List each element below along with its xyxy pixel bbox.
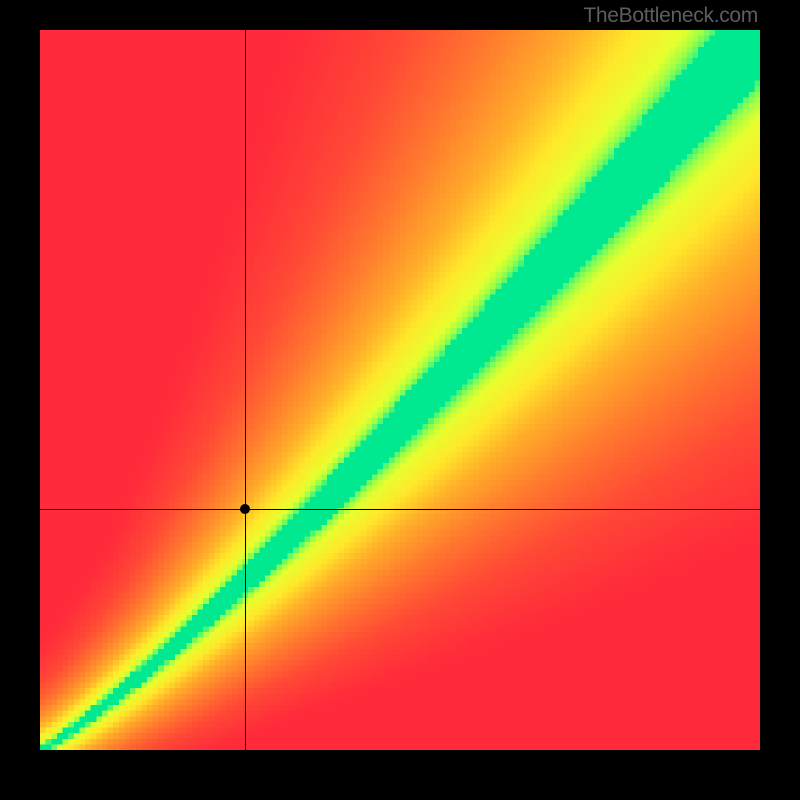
crosshair-vertical — [245, 30, 246, 750]
heatmap-plot — [40, 30, 760, 750]
heatmap-canvas — [40, 30, 760, 750]
crosshair-marker — [240, 504, 250, 514]
crosshair-horizontal — [40, 509, 760, 510]
watermark-text: TheBottleneck.com — [583, 4, 758, 28]
